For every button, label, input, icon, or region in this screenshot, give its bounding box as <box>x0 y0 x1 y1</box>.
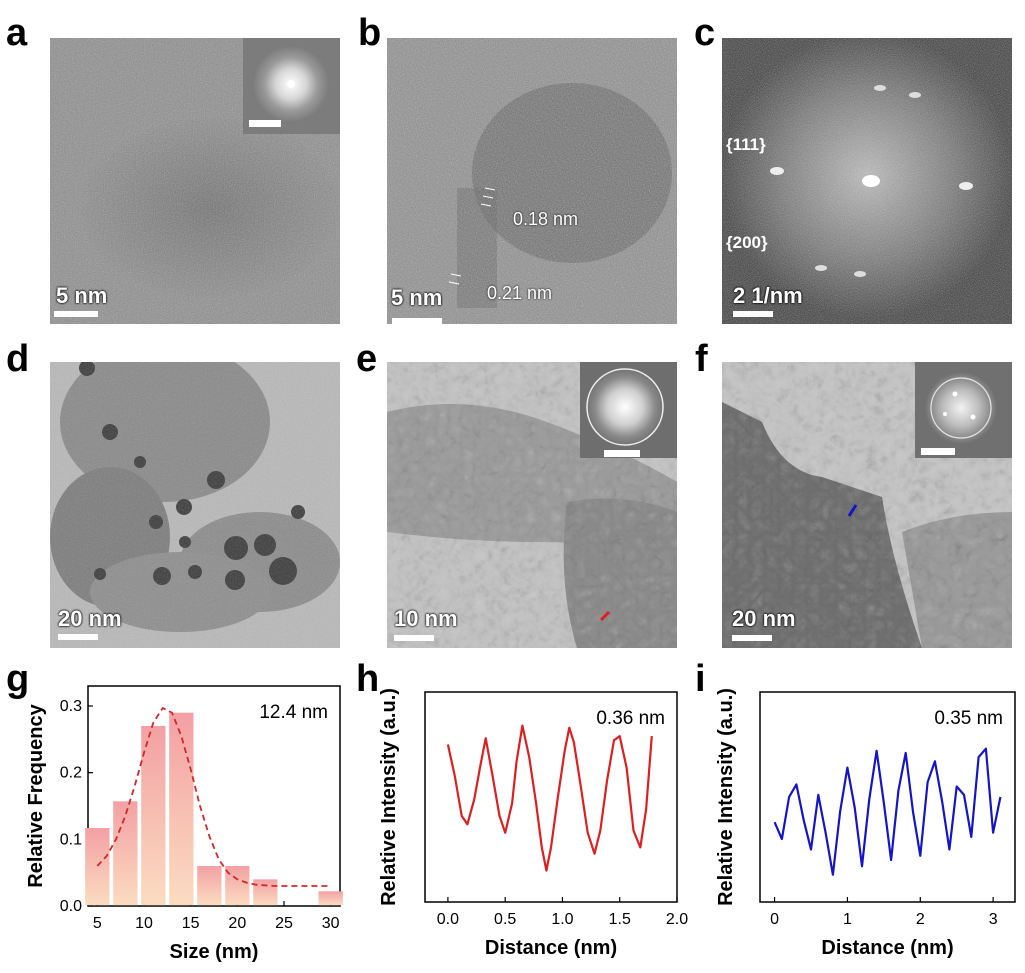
scale-bar-b <box>392 318 442 324</box>
x-tick-label: 2.0 <box>666 911 688 928</box>
x-tick-label: 20 <box>228 915 246 932</box>
fft-pattern-c: {111} {200} 2 1/nm <box>722 38 1012 324</box>
x-tick-label: 5 <box>93 915 102 932</box>
fft-inset-f <box>915 362 1012 458</box>
chart-annotation: 0.35 nm <box>934 708 1003 729</box>
lattice-spacing-1: 0.18 nm <box>513 209 579 229</box>
y-tick-label: 0.0 <box>60 898 82 915</box>
plane-label-200: {200} <box>726 233 768 252</box>
lattice-spacing-2: 0.21 nm <box>487 283 553 303</box>
chart-intensity-profile-i: 0 1 2 3 Distance (nm) Relative Intensity (a.u… <box>690 660 1025 968</box>
histogram-bar <box>85 828 110 906</box>
scale-bar-d <box>58 634 98 640</box>
x-tick-label: 25 <box>275 915 293 932</box>
fft-inset-a <box>243 38 340 134</box>
x-tick-label: 1 <box>843 911 852 928</box>
y-tick-label: 0.3 <box>60 698 82 715</box>
x-tick-label: 1.5 <box>609 911 631 928</box>
scale-bar-a <box>54 311 98 317</box>
histogram-bar <box>141 726 166 906</box>
histogram-bar <box>225 866 250 906</box>
tem-image-e: 10 nm <box>387 362 677 648</box>
panel-label-f: f <box>695 338 708 380</box>
fft-inset-e <box>580 362 677 458</box>
panel-label-b: b <box>358 12 382 54</box>
panel-label-c: c <box>694 12 716 54</box>
panel-label-i: i <box>695 658 706 700</box>
gaussian-fit-line <box>96 706 331 887</box>
panel-label-g: g <box>6 658 30 700</box>
panel-label-e: e <box>356 338 378 380</box>
inset-scale-bar-a <box>249 120 281 127</box>
histogram-bar <box>197 866 222 906</box>
histogram-bar <box>169 712 194 906</box>
panel-label-d: d <box>6 338 30 380</box>
x-axis-label: Distance (nm) <box>485 937 617 959</box>
x-tick-label: 0.0 <box>437 911 459 928</box>
x-tick-label: 0.5 <box>494 911 516 928</box>
scale-bar-e <box>394 635 434 641</box>
scale-bar-f <box>732 635 772 641</box>
tem-image-b: 0.18 nm 0.21 nm 5 nm <box>387 38 677 324</box>
inset-scale-bar-e <box>604 450 640 457</box>
x-tick-label: 2 <box>916 911 925 928</box>
plot-frame <box>424 691 678 903</box>
chart-annotation: 0.36 nm <box>596 708 665 729</box>
plot-frame <box>87 685 341 907</box>
scale-label-f: 20 nm <box>732 606 796 631</box>
chart-annotation: 12.4 nm <box>259 702 328 723</box>
inset-scale-bar-f <box>921 448 955 455</box>
panel-label-a: a <box>6 12 28 54</box>
intensity-profile-line <box>773 747 1002 876</box>
tem-image-a: 5 nm <box>50 38 340 324</box>
x-tick-label: 1.0 <box>551 911 573 928</box>
scale-label-c: 2 1/nm <box>733 283 803 308</box>
x-tick-label: 10 <box>135 915 153 932</box>
x-axis-label: Size (nm) <box>170 941 259 963</box>
x-axis-label: Distance (nm) <box>821 937 953 959</box>
scale-bar-c <box>733 311 773 317</box>
histogram-bar <box>318 891 343 906</box>
histogram-bar <box>253 879 278 906</box>
x-tick-label: 15 <box>182 915 200 932</box>
scale-label-b: 5 nm <box>391 285 443 310</box>
y-axis-label: Relative Intensity (a.u.) <box>378 688 400 906</box>
scale-label-e: 10 nm <box>394 606 458 631</box>
scale-label-a: 5 nm <box>56 283 108 308</box>
plot-frame <box>759 691 1016 903</box>
x-tick-label: 30 <box>322 915 340 932</box>
scale-label-d: 20 nm <box>58 606 122 631</box>
x-tick-label: 0 <box>770 911 779 928</box>
histogram-bar <box>113 801 138 906</box>
y-tick-label: 0.2 <box>60 765 82 782</box>
tem-image-f: 20 nm <box>722 362 1012 648</box>
y-tick-label: 0.1 <box>60 831 82 848</box>
x-tick-label: 3 <box>989 911 998 928</box>
y-axis-label: Relative Intensity (a.u.) <box>715 688 737 906</box>
intensity-profile-line <box>446 724 653 872</box>
chart-intensity-profile-h: 0.0 0.5 1.0 1.5 2.0 Distance (nm) Relative Int… <box>345 660 690 968</box>
plane-label-111: {111} <box>726 135 766 154</box>
y-axis-label: Relative Frequency <box>25 703 47 887</box>
chart-size-distribution: 5 10 15 20 25 30 0.0 0.1 0.2 0.3 Size (nm) Relative… <box>0 660 345 968</box>
panel-label-h: h <box>356 658 380 700</box>
tem-image-d: 20 nm <box>50 362 340 648</box>
